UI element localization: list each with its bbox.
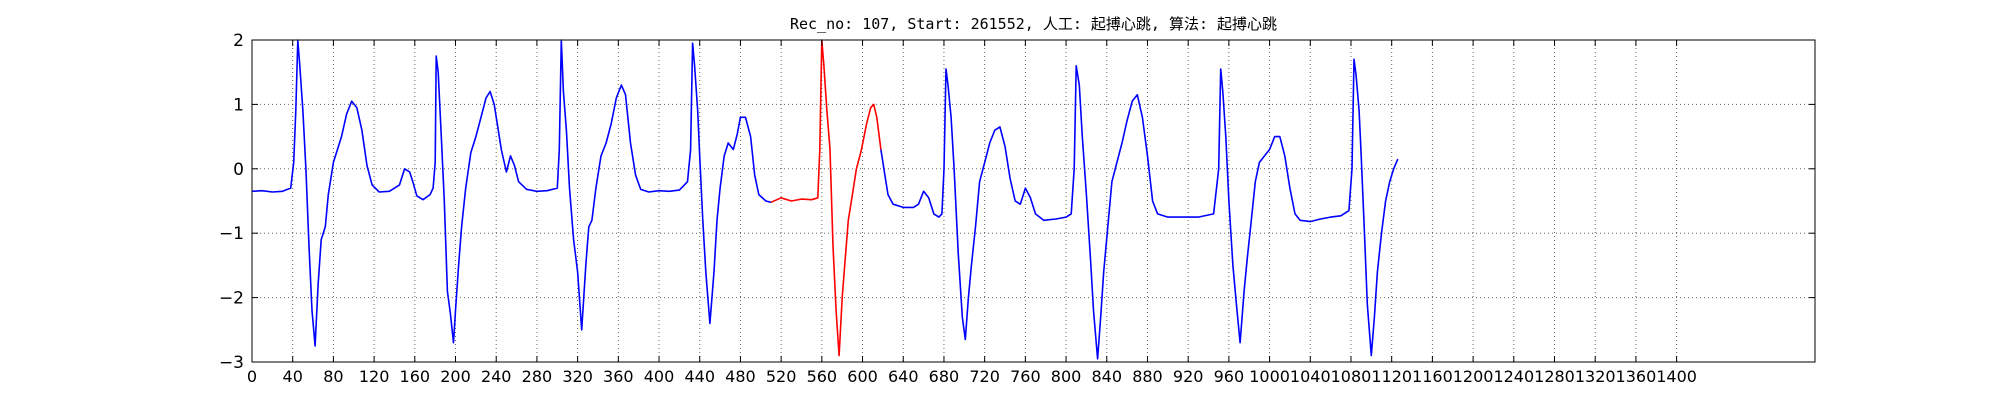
series-line: [251, 39, 772, 347]
y-tick-label: −2: [219, 289, 244, 309]
x-tick-label: 240: [481, 367, 512, 386]
x-tick-label: 680: [929, 367, 960, 386]
x-tick-label: 200: [440, 367, 471, 386]
x-tick-label: 440: [684, 367, 715, 386]
x-tick-label: 600: [847, 367, 878, 386]
series-line: [770, 39, 882, 357]
x-tick-label: 0: [247, 367, 257, 386]
x-tick-label: 920: [1173, 367, 1204, 386]
x-tick-label: 960: [1214, 367, 1245, 386]
x-tick-label: 1400: [1656, 367, 1697, 386]
x-tick-label: 840: [1091, 367, 1122, 386]
chart-title: Rec_no: 107, Start: 261552, 人工: 起搏心跳, 算法…: [790, 15, 1277, 33]
x-tick-label: 880: [1132, 367, 1163, 386]
x-tick-label: 280: [522, 367, 553, 386]
x-tick-label: 800: [1051, 367, 1082, 386]
x-tick-label: 760: [1010, 367, 1041, 386]
y-tick-label: −3: [219, 353, 244, 373]
x-tick-label: 80: [323, 367, 343, 386]
x-tick-label: 400: [644, 367, 675, 386]
x-tick-label: 1240: [1493, 367, 1534, 386]
x-tick-label: 640: [888, 367, 919, 386]
x-axis: 0 40 80 120 160 200 240 280 320 360 400 440 480 520 56…: [247, 40, 1697, 386]
y-tick-label: 2: [233, 31, 244, 51]
x-tick-label: 160: [400, 367, 431, 386]
signal-lines: [251, 39, 1399, 360]
x-tick-label: 560: [807, 367, 838, 386]
x-tick-label: 480: [725, 367, 756, 386]
x-tick-label: 1040: [1290, 367, 1331, 386]
plot-frame: [251, 39, 1816, 363]
x-tick-label: 720: [969, 367, 1000, 386]
series-line: [880, 58, 1399, 360]
x-tick-label: 1080: [1331, 367, 1372, 386]
x-tick-label: 1200: [1453, 367, 1494, 386]
y-tick-label: 0: [233, 160, 244, 180]
x-tick-label: 1320: [1575, 367, 1616, 386]
x-tick-label: 1160: [1412, 367, 1453, 386]
plot-area: [252, 40, 1815, 362]
x-tick-label: 520: [766, 367, 797, 386]
y-axis: −3 −2 −1 0 1 2: [219, 31, 1815, 373]
x-tick-label: 320: [562, 367, 593, 386]
y-tick-label: −1: [219, 224, 244, 244]
x-tick-label: 1120: [1371, 367, 1412, 386]
x-tick-label: 360: [603, 367, 634, 386]
x-tick-label: 1000: [1249, 367, 1290, 386]
x-tick-label: 1280: [1534, 367, 1575, 386]
x-tick-label: 1360: [1616, 367, 1657, 386]
x-tick-label: 120: [359, 367, 390, 386]
x-tick-label: 40: [283, 367, 303, 386]
y-tick-label: 1: [233, 95, 244, 115]
